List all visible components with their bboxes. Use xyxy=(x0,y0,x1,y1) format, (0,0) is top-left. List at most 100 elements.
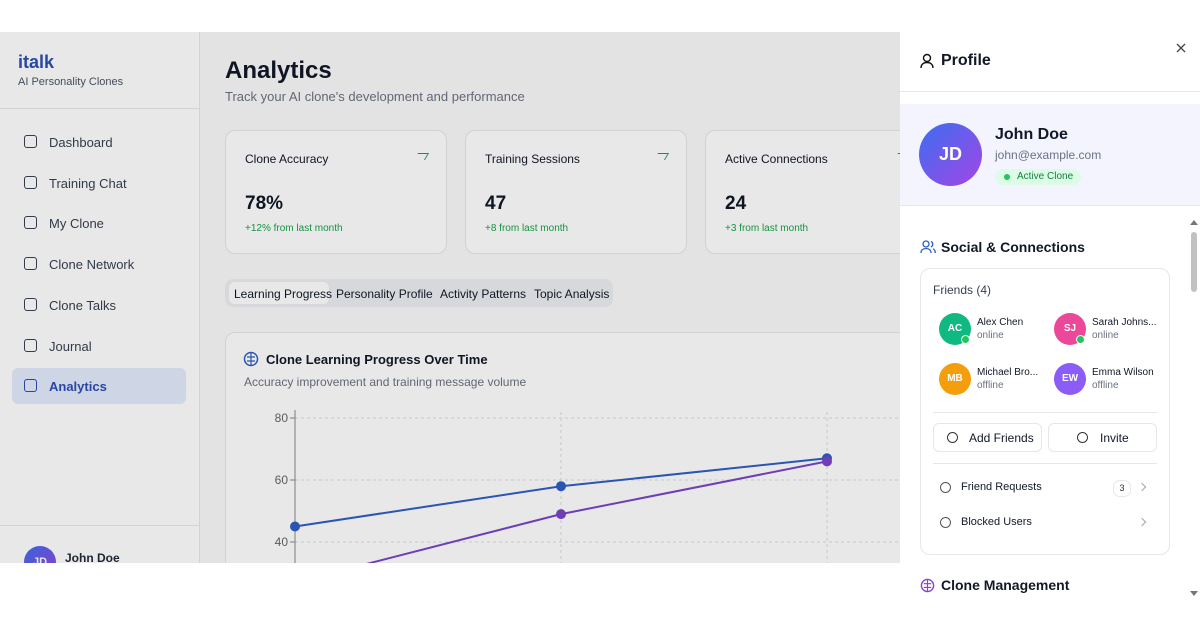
stat-value: 47 xyxy=(485,193,507,214)
active-tab-bg xyxy=(229,282,329,304)
link-label: Blocked Users xyxy=(961,516,1032,528)
stat-change: +12% from last month xyxy=(245,223,343,234)
y-tick-label: 80 xyxy=(275,411,289,425)
data-point xyxy=(556,481,566,492)
tab[interactable]: Learning Progress xyxy=(234,287,333,301)
nav-icon xyxy=(24,379,37,393)
status-dot xyxy=(1004,174,1010,180)
nav-label: Clone Network xyxy=(49,257,135,273)
stat-card: Clone Accuracy 78% +12% from last month xyxy=(225,130,447,254)
scroll-thumb[interactable] xyxy=(1191,232,1197,292)
link-icon xyxy=(940,482,951,493)
chart-title: Clone Learning Progress Over Time xyxy=(266,352,488,367)
user-avatar: JD xyxy=(24,546,56,563)
nav-item[interactable]: Clone Network xyxy=(12,246,186,282)
section-title: Clone Management xyxy=(941,577,1070,593)
friend-name: Michael Bro... xyxy=(977,367,1039,378)
tab-bar xyxy=(225,279,613,307)
button-label: Add Friends xyxy=(969,431,1034,445)
close-button[interactable] xyxy=(1176,43,1186,53)
friend[interactable]: AC Alex Chen online xyxy=(939,313,1049,347)
nav-label: Training Chat xyxy=(49,175,127,191)
divider xyxy=(900,91,1200,92)
nav-icon xyxy=(24,257,37,271)
friend-status: offline xyxy=(977,380,1004,391)
nav-icon xyxy=(24,338,37,352)
friend-avatar: MB xyxy=(939,363,971,395)
stat-change: +3 from last month xyxy=(725,223,809,234)
chart: 80 60 40 xyxy=(275,410,900,563)
brain-icon xyxy=(920,578,935,593)
y-tick-label: 40 xyxy=(275,535,289,549)
friend[interactable]: SJ Sarah Johns... online xyxy=(1054,313,1164,347)
badge: 3 xyxy=(1113,480,1131,497)
nav-item[interactable]: My Clone xyxy=(12,205,186,241)
main: Analytics Track your AI clone's developm… xyxy=(200,32,900,563)
page-title: Analytics xyxy=(225,57,332,84)
nav-label: My Clone xyxy=(49,216,104,232)
nav-icon xyxy=(24,175,37,189)
friend-name: Sarah Johns... xyxy=(1092,317,1157,328)
divider xyxy=(933,463,1157,464)
action-button[interactable]: Invite xyxy=(1048,423,1157,452)
stat-label: Active Connections xyxy=(725,152,828,166)
profile-name: John Doe xyxy=(995,126,1068,143)
nav-label: Journal xyxy=(49,338,92,354)
scroll-up[interactable] xyxy=(1190,220,1198,225)
nav-item[interactable]: Training Chat xyxy=(12,165,186,201)
link-row[interactable]: Blocked Users xyxy=(933,512,1157,534)
chart-subtitle: Accuracy improvement and training messag… xyxy=(244,375,527,389)
friends-label: Friends (4) xyxy=(933,283,992,297)
action-button[interactable]: Add Friends xyxy=(933,423,1042,452)
status-badge: Active Clone xyxy=(995,169,1082,185)
stat-value: 24 xyxy=(725,193,747,214)
nav-item[interactable]: Dashboard xyxy=(12,124,186,160)
link-icon xyxy=(940,517,951,528)
status-text: Active Clone xyxy=(1017,171,1074,182)
users-icon xyxy=(920,240,936,254)
nav-label: Analytics xyxy=(49,379,107,395)
profile-email: john@example.com xyxy=(995,148,1102,162)
nav-icon xyxy=(24,135,37,148)
divider xyxy=(0,108,199,109)
tab[interactable]: Topic Analysis xyxy=(534,287,610,301)
panel-title: Profile xyxy=(941,52,991,69)
link-label: Friend Requests xyxy=(961,481,1042,493)
person-icon xyxy=(920,53,934,69)
online-dot xyxy=(961,335,970,344)
nav-icon xyxy=(24,216,37,230)
tab[interactable]: Personality Profile xyxy=(336,287,433,301)
friend-status: online xyxy=(977,330,1004,341)
profile-header: JD John Doe john@example.com Active Clon… xyxy=(900,104,1200,206)
friend-status: online xyxy=(1092,330,1119,341)
tab[interactable]: Activity Patterns xyxy=(440,287,527,301)
modal-overlay[interactable] xyxy=(0,32,900,563)
nav-item[interactable]: Analytics xyxy=(12,368,186,405)
profile-avatar: JD xyxy=(919,123,982,186)
nav-label: Dashboard xyxy=(49,135,113,150)
stat-card: Active Connections 24 +3 from last month xyxy=(705,130,900,254)
friend[interactable]: EW Emma Wilson offline xyxy=(1054,363,1164,397)
user-name: John Doe xyxy=(65,551,120,563)
nav-icon xyxy=(24,297,37,311)
page-subtitle: Track your AI clone's development and pe… xyxy=(225,89,525,104)
scroll-down[interactable] xyxy=(1190,591,1198,596)
y-tick-label: 60 xyxy=(275,473,289,487)
divider xyxy=(933,412,1157,413)
brand: italk xyxy=(18,52,55,72)
link-row[interactable]: Friend Requests 3 xyxy=(933,477,1157,499)
tagline: AI Personality Clones xyxy=(18,76,124,88)
chart-card: Clone Learning Progress Over Time Accura… xyxy=(225,332,900,563)
friend-avatar: EW xyxy=(1054,363,1086,395)
nav-item[interactable]: Clone Talks xyxy=(12,287,186,323)
friend-status: offline xyxy=(1092,380,1119,391)
data-point xyxy=(556,509,566,520)
data-point xyxy=(822,456,832,467)
profile-panel: Profile JD John Doe john@example.com Act… xyxy=(900,32,1200,598)
nav-item[interactable]: Journal xyxy=(12,328,186,364)
nav-label: Clone Talks xyxy=(49,297,116,313)
app: italk AI Personality Clones Dashboard Tra… xyxy=(0,32,900,563)
friend[interactable]: MB Michael Bro... offline xyxy=(939,363,1049,397)
data-point xyxy=(290,521,300,532)
